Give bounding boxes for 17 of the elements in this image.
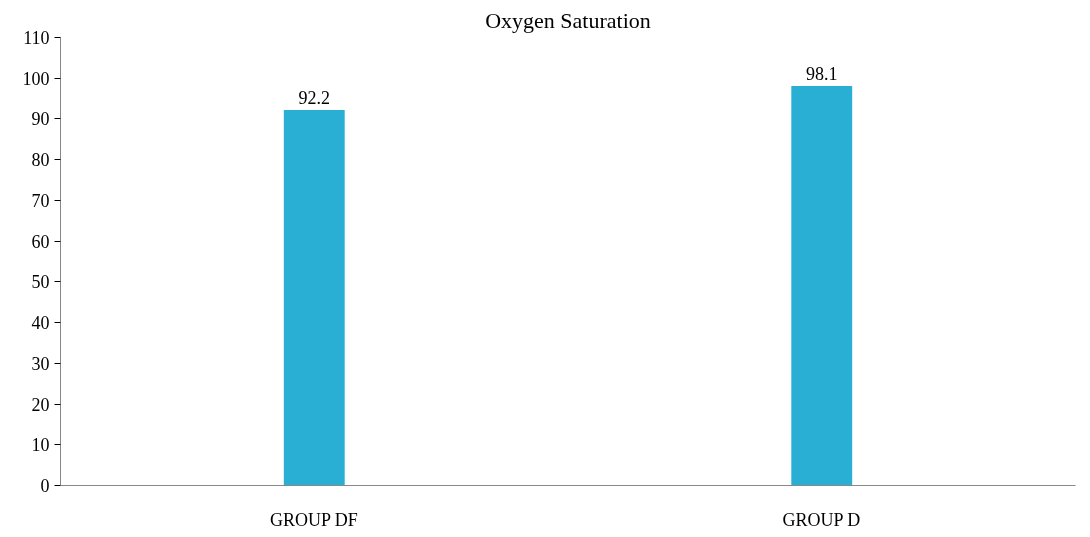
y-tick-label: 50 <box>31 272 50 293</box>
data-label: 92.2 <box>298 87 330 108</box>
y-tick-label: 80 <box>31 150 50 171</box>
y-tick-label: 60 <box>31 231 50 252</box>
y-tick-label: 70 <box>31 190 50 211</box>
y-tick-label: 30 <box>31 353 50 374</box>
y-tick-label: 0 <box>40 476 50 496</box>
y-tick-label: 20 <box>31 394 50 415</box>
data-label: 98.1 <box>806 63 838 84</box>
chart-title: Oxygen Saturation <box>485 7 651 33</box>
y-tick-label: 90 <box>31 109 50 130</box>
x-tick-label: GROUP D <box>782 509 861 530</box>
y-tick-label: 100 <box>22 68 50 89</box>
x-tick-label: GROUP DF <box>269 509 358 530</box>
y-tick-label: 10 <box>31 435 50 456</box>
y-tick-label: 40 <box>31 313 50 334</box>
y-tick-label: 110 <box>23 28 50 48</box>
